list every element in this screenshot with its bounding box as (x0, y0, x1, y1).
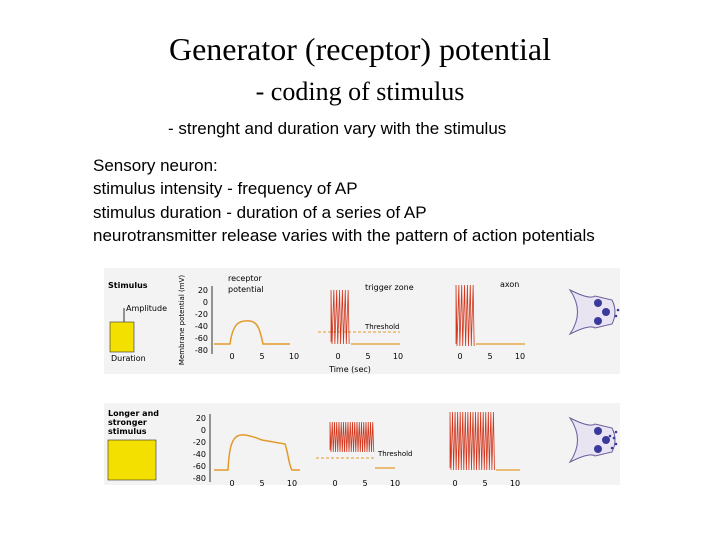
callout: potential (228, 285, 264, 294)
y-tick-label: -40 (195, 322, 208, 331)
subtitle: - coding of stimulus (256, 77, 465, 106)
threshold-label: Threshold (377, 450, 413, 458)
x-tick-label: 5 (482, 479, 487, 488)
stimulus-label: Longer and (108, 409, 159, 418)
amplitude-label: Amplitude (126, 304, 167, 313)
callout: trigger zone (365, 283, 414, 292)
spike-train (449, 411, 495, 471)
x-tick-label: 10 (510, 479, 520, 488)
y-tick-label: 0 (201, 426, 206, 435)
x-tick-label: 0 (229, 352, 234, 361)
panel-top (104, 268, 620, 374)
x-tick-label: 10 (393, 352, 403, 361)
y-tick-label: -80 (193, 474, 206, 483)
y-tick-label: -40 (193, 450, 206, 459)
y-tick-label: -80 (195, 346, 208, 355)
stimulus-box (109, 321, 135, 353)
y-tick-label: -60 (195, 334, 208, 343)
note: - strenght and duration vary with the st… (168, 119, 506, 138)
spike-train (330, 289, 350, 345)
x-tick-label: 10 (515, 352, 525, 361)
y-tick-label: 20 (196, 414, 206, 423)
body-line: stimulus duration - duration of a series… (93, 203, 427, 222)
x-tick-label: 0 (335, 352, 340, 361)
body-line: stimulus intensity - frequency of AP (93, 179, 358, 198)
x-tick-label: 10 (289, 352, 299, 361)
x-tick-label: 0 (452, 479, 457, 488)
x-tick-label: 0 (229, 479, 234, 488)
spike-train (329, 421, 375, 453)
x-tick-label: 5 (365, 352, 370, 361)
x-tick-label: 0 (457, 352, 462, 361)
nerve-terminal (568, 288, 620, 464)
x-tick-label: 10 (390, 479, 400, 488)
receptor-trace (214, 434, 300, 471)
x-axis-label: Time (sec) (328, 365, 371, 374)
body-line: neurotransmitter release varies with the… (93, 226, 595, 245)
y-tick-label: 0 (203, 298, 208, 307)
threshold-label: Threshold (364, 323, 400, 331)
x-tick-label: 5 (259, 352, 264, 361)
y-tick-label: -20 (195, 310, 208, 319)
callout: receptor (228, 274, 262, 283)
stimulus-box (107, 439, 157, 481)
x-tick-label: 10 (287, 479, 297, 488)
spike-train (455, 284, 475, 347)
y-tick-label: -20 (193, 438, 206, 447)
title: Generator (receptor) potential (169, 31, 551, 67)
y-axis-label: Membrane potential (mV) (178, 275, 186, 365)
y-tick-label: -60 (193, 462, 206, 471)
stimulus-label: Stimulus (108, 281, 148, 290)
y-tick-label: 20 (198, 286, 208, 295)
x-tick-label: 5 (259, 479, 264, 488)
x-tick-label: 5 (362, 479, 367, 488)
x-tick-label: 5 (487, 352, 492, 361)
x-tick-label: 0 (332, 479, 337, 488)
stimulus-label: stimulus (108, 427, 147, 436)
duration-label: Duration (111, 354, 146, 363)
body-line: Sensory neuron: (93, 156, 218, 175)
receptor-trace (214, 320, 290, 345)
stimulus-label: stronger (108, 418, 147, 427)
callout: axon (500, 280, 519, 289)
